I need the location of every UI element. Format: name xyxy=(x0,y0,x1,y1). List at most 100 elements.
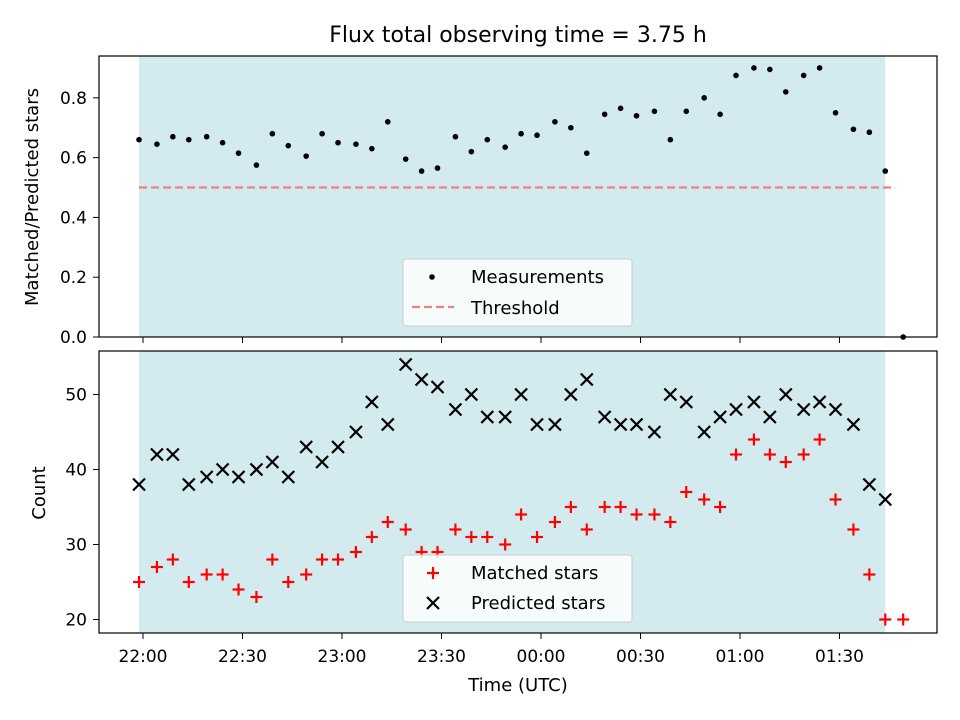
x-tick-label: 23:30 xyxy=(417,647,466,667)
measurement-point xyxy=(203,133,210,140)
matched-star-point xyxy=(779,456,792,468)
legend-measurements-label: Measurements xyxy=(471,267,604,288)
bottom-y-axis: 20 30 40 50 xyxy=(65,386,99,631)
matched-star-point xyxy=(381,516,394,528)
predicted-star-point xyxy=(380,417,395,432)
predicted-star-stroke xyxy=(380,417,395,432)
matched-star-point xyxy=(630,508,643,521)
top-legend-box xyxy=(402,258,633,327)
measurement-point xyxy=(136,136,142,143)
measurement-point xyxy=(617,105,624,112)
measurement-point xyxy=(418,168,425,174)
matched-star-point xyxy=(879,613,892,626)
matched-star-point xyxy=(897,613,910,626)
bottom-panel: 20 30 40 50 22:00 22:30 23:00 23:30 00:00 00:30 0… xyxy=(29,350,938,696)
top-plot-marks xyxy=(136,65,906,340)
measurement-point xyxy=(502,144,508,150)
matched-star-point xyxy=(465,531,478,543)
predicted-star-point xyxy=(265,455,280,469)
matched-star-point xyxy=(250,591,263,603)
predicted-star-point xyxy=(862,477,877,492)
measurement-point xyxy=(170,133,176,140)
matched-star-point xyxy=(266,553,279,566)
predicted-star-stroke xyxy=(132,477,146,492)
measurement-point xyxy=(733,72,739,79)
measurement-point xyxy=(369,145,375,152)
predicted-star-stroke xyxy=(181,477,196,492)
measurement-point xyxy=(683,108,690,115)
predicted-star-stroke xyxy=(365,395,379,409)
measurement-point xyxy=(633,112,640,119)
predicted-star-point xyxy=(828,402,843,417)
predicted-star-stroke xyxy=(613,417,628,432)
predicted-star-stroke xyxy=(579,372,594,387)
predicted-star-stroke xyxy=(530,417,544,432)
matched-star-point xyxy=(580,523,593,536)
measurement-point xyxy=(384,118,391,125)
predicted-star-point xyxy=(398,357,413,372)
measurement-point xyxy=(751,65,757,71)
predicted-star-stroke xyxy=(514,387,528,402)
top-y-tick-label: 0.2 xyxy=(60,268,87,288)
matched-star-point xyxy=(481,531,494,543)
matched-star-point xyxy=(714,501,727,513)
predicted-star-point xyxy=(448,402,463,417)
matched-star-point xyxy=(150,561,163,573)
measurement-point xyxy=(717,111,723,118)
predicted-star-stroke xyxy=(150,447,164,462)
matched-star-point xyxy=(614,501,627,513)
predicted-star-stroke xyxy=(498,410,512,424)
legend-predicted-marker xyxy=(426,596,440,610)
predicted-star-stroke xyxy=(398,357,413,372)
legend-threshold-label: Threshold xyxy=(470,298,560,319)
predicted-star-stroke xyxy=(828,402,843,417)
predicted-star-stroke xyxy=(414,372,429,387)
predicted-star-point xyxy=(281,470,296,484)
measurement-point xyxy=(832,109,839,116)
measurement-point xyxy=(552,118,558,125)
matched-star-point xyxy=(515,508,528,521)
bottom-plot-marks xyxy=(132,357,910,626)
matched-star-point xyxy=(399,523,412,536)
predicted-star-point xyxy=(679,395,694,409)
measurement-point xyxy=(667,136,674,143)
top-panel: 0.00.20.40.60.8 Matched/Predicted stars … xyxy=(22,55,938,348)
predicted-star-point xyxy=(414,372,429,387)
measurement-point xyxy=(850,126,857,133)
predicted-star-point xyxy=(579,372,594,387)
predicted-star-stroke xyxy=(480,410,495,424)
predicted-star-point xyxy=(629,417,644,432)
matched-star-point xyxy=(349,546,362,558)
matched-star-point xyxy=(548,516,561,528)
predicted-star-stroke xyxy=(862,477,877,492)
measurement-point xyxy=(319,130,325,137)
predicted-star-stroke xyxy=(796,402,811,417)
measurement-point xyxy=(568,124,574,131)
measurement-point xyxy=(767,66,773,73)
matched-star-point xyxy=(664,516,677,528)
predicted-star-stroke xyxy=(812,395,827,409)
measurement-point xyxy=(534,132,540,139)
top-plot-frame xyxy=(98,55,938,338)
predicted-star-point xyxy=(729,402,743,417)
bottom-y-tick-label: 40 xyxy=(65,461,87,481)
predicted-star-point xyxy=(315,455,329,469)
predicted-star-stroke xyxy=(349,425,363,439)
predicted-star-stroke xyxy=(763,410,777,424)
legend-measurements-marker xyxy=(429,274,435,280)
predicted-star-stroke xyxy=(166,447,180,462)
predicted-star-point xyxy=(846,417,861,432)
top-y-axis: 0.0 0.2 0.4 0.6 0.8 xyxy=(60,89,99,348)
measurement-point xyxy=(583,150,590,156)
predicted-star-stroke xyxy=(663,387,678,402)
predicted-star-point xyxy=(299,440,313,454)
bottom-x-axis: 22:00 22:30 23:00 23:30 00:00 00:30 01:00 01:30 xyxy=(119,633,864,667)
predicted-star-point xyxy=(349,425,363,439)
legend-matched-label: Matched stars xyxy=(471,563,598,584)
matched-star-point xyxy=(449,523,462,536)
predicted-star-stroke xyxy=(199,470,214,484)
top-y-axis-label: Matched/Predicted stars xyxy=(22,88,43,306)
matched-star-point xyxy=(200,568,213,581)
predicted-star-point xyxy=(181,477,196,492)
matched-star-point xyxy=(680,486,693,498)
